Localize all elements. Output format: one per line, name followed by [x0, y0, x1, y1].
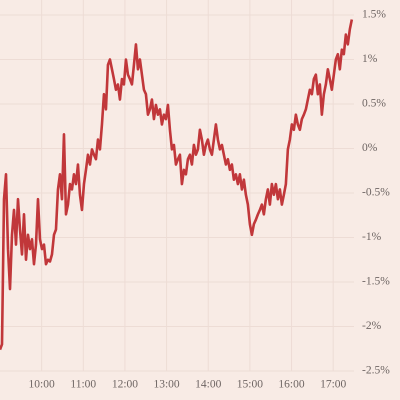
y-tick-label: -2% — [362, 320, 382, 332]
y-tick-label: -0.5% — [362, 187, 390, 199]
x-tick-label: 16:00 — [278, 379, 304, 391]
x-tick-label: 11:00 — [70, 379, 96, 391]
price-line — [0, 19, 354, 351]
x-tick-label: 10:00 — [29, 379, 55, 391]
y-tick-label: 0% — [362, 142, 378, 154]
y-tick-label: -2.5% — [362, 365, 390, 377]
y-tick-label: 1.5% — [362, 9, 386, 21]
x-tick-label: 15:00 — [237, 379, 263, 391]
x-tick-label: 13:00 — [153, 379, 179, 391]
x-tick-label: 12:00 — [112, 379, 138, 391]
x-tick-label: 14:00 — [195, 379, 221, 391]
y-tick-label: 0.5% — [362, 98, 386, 110]
x-tick-label: 17:00 — [320, 379, 346, 391]
y-tick-label: 1% — [362, 53, 378, 65]
y-tick-label: -1.5% — [362, 276, 390, 288]
y-tick-label: -1% — [362, 231, 382, 243]
